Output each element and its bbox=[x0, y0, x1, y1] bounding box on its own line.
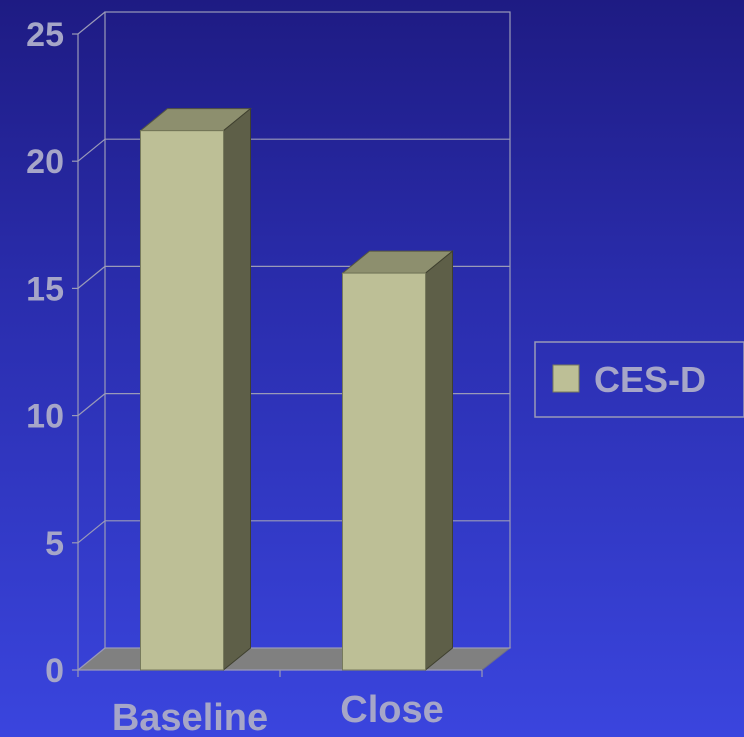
y-tick-label: 15 bbox=[26, 270, 64, 308]
gridline-diagonal bbox=[77, 393, 106, 417]
gridline-diagonal bbox=[77, 265, 106, 289]
legend: CES-D bbox=[534, 341, 744, 418]
bar-front bbox=[140, 130, 224, 671]
legend-label-ces-d: CES-D bbox=[594, 359, 706, 400]
gridline-diagonal bbox=[77, 138, 106, 162]
bar bbox=[341, 250, 454, 672]
y-tick-label: 20 bbox=[26, 143, 64, 181]
x-category-label: Close bbox=[340, 689, 443, 731]
legend-swatch bbox=[552, 364, 580, 393]
legend-box bbox=[534, 341, 744, 418]
bar-side bbox=[223, 107, 251, 672]
gridline-diagonal bbox=[77, 647, 106, 671]
y-tick-label: 0 bbox=[45, 652, 64, 690]
x-category-label: Baseline bbox=[112, 697, 268, 737]
bar bbox=[139, 107, 252, 672]
y-tick-label: 25 bbox=[26, 16, 64, 54]
gridline-diagonal bbox=[77, 520, 106, 544]
axis-labels: 0 5 10 15 20 25 Baseline Close bbox=[26, 16, 444, 737]
bar-side bbox=[425, 250, 453, 672]
bars bbox=[139, 107, 454, 672]
plot-back-wall bbox=[104, 11, 511, 649]
y-tick-label: 5 bbox=[45, 525, 64, 563]
gridline-diagonal bbox=[77, 11, 106, 35]
y-tick-label: 10 bbox=[26, 398, 64, 436]
bar-front bbox=[342, 272, 426, 671]
